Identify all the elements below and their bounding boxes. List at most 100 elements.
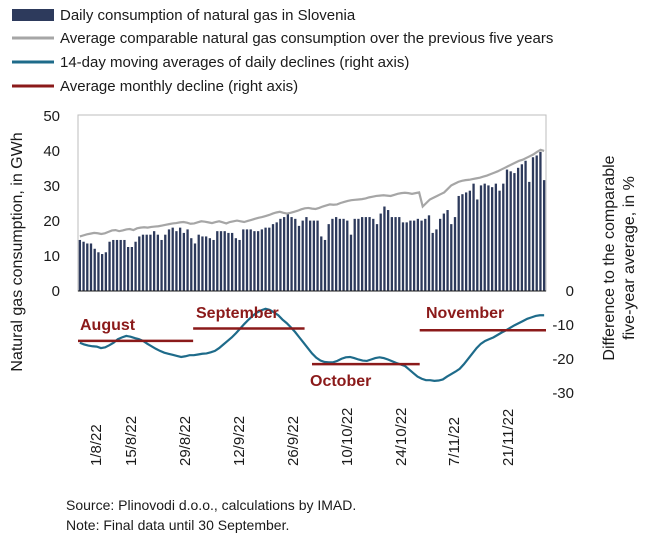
x-tick: 10/10/22 xyxy=(339,408,356,466)
y-right-axis-title-line2: five-year average, in % xyxy=(621,176,638,340)
daily-consumption-bar xyxy=(539,151,542,291)
y-right-tick: -20 xyxy=(552,351,574,368)
daily-consumption-bar xyxy=(323,239,327,291)
daily-consumption-bar xyxy=(126,247,130,291)
source-note: Source: Plinovodi d.o.o., calculations b… xyxy=(66,497,356,513)
month-label-september: September xyxy=(196,305,279,322)
daily-consumption-bar xyxy=(268,227,271,291)
daily-consumption-bar xyxy=(104,252,108,291)
legend-label-daily: Daily consumption of natural gas in Slov… xyxy=(60,7,356,24)
x-tick: 1/8/22 xyxy=(88,424,105,466)
daily-consumption-bar xyxy=(450,224,453,291)
month-label-august: August xyxy=(80,317,136,334)
x-ticks: 1/8/22 15/8/22 29/8/22 12/9/22 26/9/22 1… xyxy=(88,408,517,466)
daily-consumption-bar xyxy=(156,234,160,291)
daily-consumption-bar xyxy=(279,218,282,291)
daily-consumption-bar xyxy=(528,181,531,291)
daily-consumption-bar xyxy=(542,180,546,291)
daily-consumption-bar xyxy=(442,213,446,291)
daily-consumption-bar xyxy=(301,220,304,291)
daily-consumption-bar xyxy=(509,171,512,291)
daily-consumption-bar xyxy=(208,238,212,291)
daily-consumption-bar xyxy=(242,229,245,291)
final-data-note: Note: Final data until 30 September. xyxy=(66,517,289,533)
x-tick: 26/9/22 xyxy=(285,416,302,466)
daily-consumption-bar xyxy=(152,231,156,291)
daily-consumption-bar xyxy=(294,218,297,291)
daily-consumption-bar xyxy=(360,217,364,291)
daily-consumption-bar xyxy=(160,239,163,291)
daily-consumption-bar xyxy=(346,220,349,291)
daily-consumption-bar xyxy=(216,231,219,291)
daily-consumption-bar xyxy=(230,232,234,291)
daily-consumption-bar xyxy=(130,247,134,291)
daily-consumption-bar xyxy=(264,227,267,291)
daily-consumption-bar xyxy=(505,169,509,291)
daily-consumption-bar xyxy=(390,217,394,291)
y-left-tick: 10 xyxy=(43,248,60,265)
x-tick: 12/9/22 xyxy=(231,416,248,466)
daily-consumption-bar xyxy=(386,210,390,291)
daily-consumption-bar xyxy=(379,213,382,291)
daily-consumption-bar xyxy=(197,234,200,291)
daily-consumption-bar xyxy=(86,243,89,291)
y-right-axis-title-line1: Difference to the comparable xyxy=(601,155,618,360)
plot-area xyxy=(77,114,547,292)
daily-consumption-bar xyxy=(238,239,241,291)
y-left-axis-title: Natural gas consumption, in GWh xyxy=(9,132,26,371)
daily-consumption-bar xyxy=(490,187,494,291)
daily-consumption-bar xyxy=(164,234,167,291)
daily-consumption-bar xyxy=(427,215,431,291)
daily-consumption-bar xyxy=(349,234,353,291)
daily-consumption-bar xyxy=(479,185,483,291)
daily-consumption-bar xyxy=(535,155,538,291)
daily-consumption-bar xyxy=(193,243,197,291)
daily-consumption-bar xyxy=(201,236,204,291)
daily-consumption-bar xyxy=(245,229,249,291)
daily-consumption-bar xyxy=(431,232,434,291)
y-left-tick: 0 xyxy=(52,283,60,300)
daily-consumption-bar xyxy=(494,183,498,291)
daily-consumption-bar xyxy=(398,217,401,291)
daily-consumption-bar xyxy=(338,218,342,291)
daily-consumption-bar xyxy=(457,195,460,291)
daily-consumption-bar xyxy=(468,190,472,291)
daily-consumption-bar xyxy=(97,252,100,291)
daily-consumption-bar xyxy=(134,241,137,291)
daily-consumption-bar xyxy=(416,218,420,291)
legend-swatch-daily xyxy=(12,9,54,21)
x-tick: 21/11/22 xyxy=(500,409,517,466)
daily-consumption-bar xyxy=(364,217,368,291)
y-right-tick: 0 xyxy=(566,283,574,300)
daily-consumption-bar xyxy=(513,173,516,291)
monthly-decline-lines xyxy=(78,327,546,366)
legend-label-avg5: Average comparable natural gas consumpti… xyxy=(60,30,553,47)
daily-consumption-bar xyxy=(372,218,375,291)
legend: Daily consumption of natural gas in Slov… xyxy=(12,7,553,95)
daily-consumption-bar xyxy=(516,167,520,291)
daily-consumption-bar xyxy=(93,248,96,291)
daily-consumption-bar xyxy=(182,232,186,291)
daily-consumption-bar xyxy=(487,185,490,291)
daily-consumption-bar xyxy=(260,229,264,291)
daily-consumption-bar xyxy=(316,220,319,291)
y-left-ticks: 0 10 20 30 40 50 xyxy=(43,108,60,300)
daily-consumption-bar xyxy=(327,224,330,291)
y-left-tick: 20 xyxy=(43,213,60,230)
daily-consumption-bar xyxy=(401,222,405,291)
x-tick: 24/10/22 xyxy=(393,408,410,466)
daily-consumption-bar xyxy=(108,241,111,291)
daily-consumption-bar xyxy=(100,254,104,291)
daily-consumption-bar xyxy=(472,183,475,291)
daily-consumption-bar xyxy=(275,222,278,291)
daily-consumption-bar xyxy=(149,234,152,291)
daily-consumption-bar xyxy=(219,231,223,291)
daily-consumption-bar xyxy=(89,243,93,291)
daily-consumption-bar xyxy=(256,231,260,291)
daily-consumption-bar xyxy=(227,232,230,291)
daily-consumption-bar xyxy=(520,164,524,291)
daily-consumption-bars xyxy=(78,151,546,291)
month-label-november: November xyxy=(426,305,504,322)
daily-consumption-bar xyxy=(424,218,427,291)
daily-consumption-bar xyxy=(305,217,308,291)
